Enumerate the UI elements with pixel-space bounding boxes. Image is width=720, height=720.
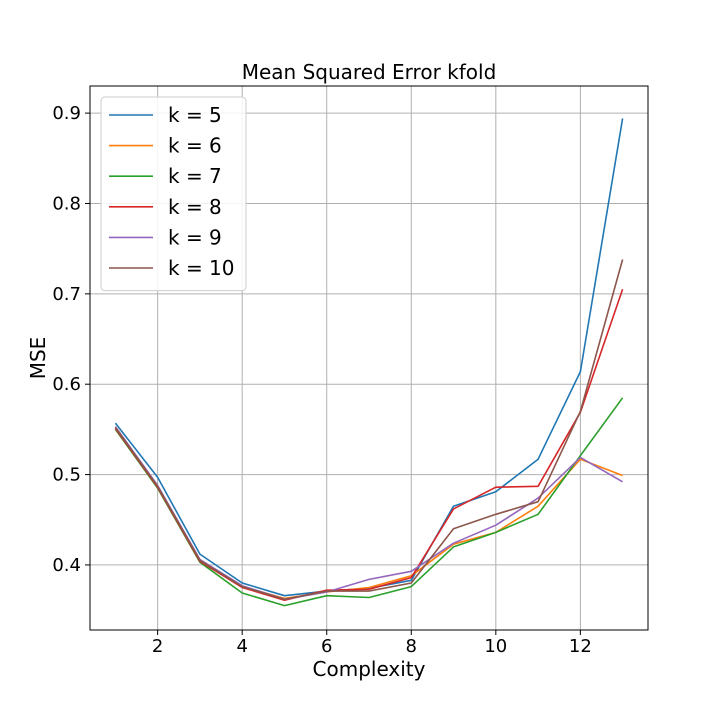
series-line-k5 bbox=[114, 118, 624, 597]
x-tick-label: 2 bbox=[152, 636, 163, 657]
x-tick-label: 4 bbox=[236, 636, 247, 657]
legend-label: k = 5 bbox=[168, 103, 222, 127]
y-tick-label: 0.5 bbox=[52, 465, 81, 486]
x-tick-label: 12 bbox=[569, 636, 592, 657]
legend-label: k = 8 bbox=[168, 195, 222, 219]
y-tick-label: 0.9 bbox=[52, 103, 81, 124]
y-tick-label: 0.4 bbox=[52, 555, 81, 576]
chart-title: Mean Squared Error kfold bbox=[242, 60, 497, 84]
x-tick-label: 6 bbox=[321, 636, 332, 657]
y-tick-label: 0.6 bbox=[52, 374, 81, 395]
x-tick-label: 8 bbox=[406, 636, 417, 657]
x-axis-label: Complexity bbox=[313, 657, 426, 681]
y-tick-label: 0.7 bbox=[52, 284, 81, 305]
legend-label: k = 6 bbox=[168, 134, 222, 158]
y-tick-label: 0.8 bbox=[52, 193, 81, 214]
x-tick-label: 10 bbox=[484, 636, 507, 657]
plot-frame bbox=[89, 85, 649, 631]
legend-label: k = 9 bbox=[168, 225, 222, 249]
series-line-k10 bbox=[114, 259, 624, 601]
grid bbox=[90, 86, 648, 630]
axis-ticks: 2 4 6 8 10 12 0.4 0.5 0.6 0.7 0.8 0.9 bbox=[52, 103, 591, 657]
legend: k = 5 k = 6 k = 7 k = 8 k = 9 k = 10 bbox=[100, 96, 247, 292]
series-lines bbox=[114, 118, 624, 607]
y-axis-label: MSE bbox=[26, 337, 50, 380]
legend-label: k = 7 bbox=[168, 164, 222, 188]
legend-label: k = 10 bbox=[168, 256, 235, 280]
